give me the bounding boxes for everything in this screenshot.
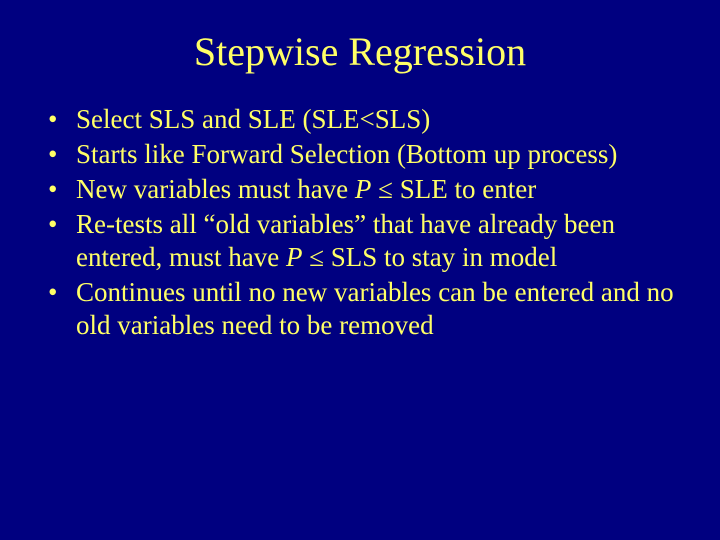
bullet-list: Select SLS and SLE (SLE<SLS)Starts like … [30, 103, 690, 342]
bullet-item: Continues until no new variables can be … [48, 276, 680, 342]
bullet-item: Re-tests all “old variables” that have a… [48, 208, 680, 274]
slide-title: Stepwise Regression [30, 28, 690, 75]
bullet-item: Starts like Forward Selection (Bottom up… [48, 138, 680, 171]
bullet-item: New variables must have P ≤ SLE to enter [48, 173, 680, 206]
slide: Stepwise Regression Select SLS and SLE (… [0, 0, 720, 540]
bullet-item: Select SLS and SLE (SLE<SLS) [48, 103, 680, 136]
